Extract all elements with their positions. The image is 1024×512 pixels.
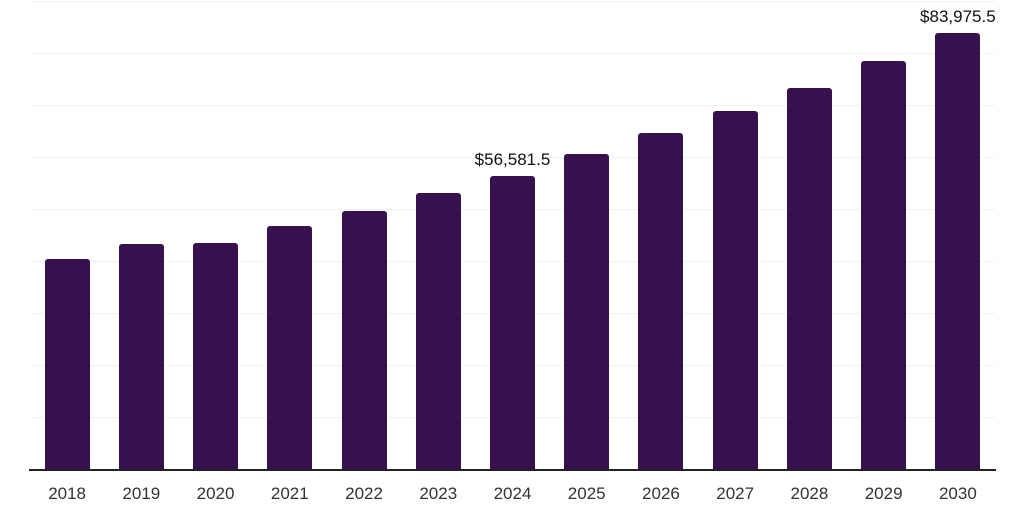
x-axis-line (29, 469, 996, 471)
x-tick-label-2026: 2026 (642, 484, 680, 503)
bar-2027[interactable] (713, 111, 758, 470)
x-tick-label-2030: 2030 (938, 484, 977, 503)
x-tick-label-2023: 2023 (419, 484, 458, 503)
bar-2020[interactable] (193, 243, 238, 470)
x-tick-label-2020: 2020 (196, 484, 235, 503)
plot-area: $56,581.5 $83,975.5 (30, 1, 996, 470)
bar-2028[interactable] (787, 88, 832, 470)
bar-2025[interactable] (564, 154, 609, 470)
x-tick-label-2021: 2021 (270, 484, 309, 503)
x-tick-label-2028: 2028 (790, 484, 829, 503)
x-tick-label-2022: 2022 (345, 484, 383, 503)
gridline-80000 (30, 53, 995, 54)
bar-2024[interactable] (490, 176, 535, 470)
gridline-70000 (30, 105, 995, 106)
bar-2022[interactable] (342, 211, 387, 470)
gridline-90000 (30, 1, 995, 2)
x-tick-label-2024: 2024 (493, 484, 532, 503)
x-tick-label-2027: 2027 (716, 484, 755, 503)
gridline-60000 (30, 157, 995, 158)
x-tick-label-2025: 2025 (567, 484, 606, 503)
bar-2018[interactable] (45, 259, 90, 470)
bar-2029[interactable] (861, 61, 906, 470)
bar-2030[interactable] (935, 33, 980, 470)
x-tick-label-2019: 2019 (122, 484, 161, 503)
x-tick-label-2018: 2018 (48, 484, 87, 503)
bar-2019[interactable] (119, 244, 164, 470)
bar-2026[interactable] (638, 133, 683, 470)
data-label-2024: $56,581.5 (474, 150, 551, 169)
x-tick-label-2029: 2029 (864, 484, 903, 503)
bar-2023[interactable] (416, 193, 461, 470)
data-label-2030: $83,975.5 (920, 7, 996, 26)
bar-2021[interactable] (267, 226, 312, 470)
